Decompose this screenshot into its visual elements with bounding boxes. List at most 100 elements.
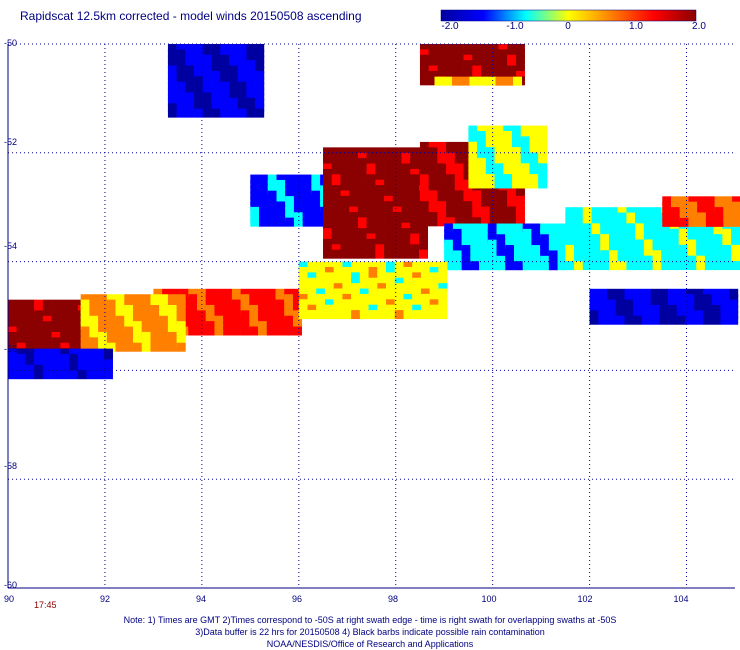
- wind-cell: [446, 185, 456, 195]
- wind-cell: [600, 228, 610, 238]
- wind-cell: [150, 315, 160, 325]
- wind-cell: [375, 158, 385, 168]
- wind-cell: [316, 288, 326, 298]
- wind-cell: [582, 223, 592, 233]
- wind-cell: [538, 174, 548, 184]
- wind-cell: [77, 348, 87, 358]
- wind-cell: [704, 244, 714, 254]
- wind-cell: [211, 87, 221, 97]
- wind-cell: [366, 190, 376, 200]
- wind-cell: [454, 54, 464, 64]
- wind-cell: [229, 70, 239, 80]
- wind-cell: [522, 228, 532, 238]
- wind-cell: [437, 206, 447, 216]
- wind-cell: [418, 233, 428, 243]
- wind-cell: [679, 217, 689, 227]
- wind-cell: [25, 342, 35, 352]
- wind-cell: [167, 342, 177, 352]
- wind-cell: [687, 255, 697, 265]
- wind-cell: [307, 261, 317, 271]
- wind-cell: [25, 305, 35, 315]
- wind-cell: [485, 141, 495, 151]
- wind-cell: [349, 190, 359, 200]
- wind-cell: [392, 217, 402, 227]
- wind-cell: [60, 337, 70, 347]
- wind-cell: [276, 201, 286, 211]
- wind-cell: [323, 163, 333, 173]
- wind-cell: [392, 147, 402, 157]
- wind-cell: [340, 206, 350, 216]
- wind-cell: [307, 310, 317, 320]
- wind-cell: [670, 250, 680, 260]
- wind-cell: [98, 342, 108, 352]
- wind-cell: [176, 305, 186, 315]
- wind-cell: [494, 157, 504, 167]
- wind-cell: [275, 321, 285, 331]
- wind-cell: [115, 326, 125, 336]
- wind-cell: [89, 326, 99, 336]
- wind-cell: [403, 293, 413, 303]
- note-line-1: Note: 1) Times are GMT 2)Times correspon…: [123, 615, 617, 625]
- wind-cell: [485, 136, 495, 146]
- lat-label: -58: [4, 461, 18, 471]
- wind-cell: [538, 136, 548, 146]
- wind-cell: [176, 65, 186, 75]
- wind-cell: [250, 217, 260, 227]
- wind-cell: [298, 310, 308, 320]
- wind-cell: [617, 228, 627, 238]
- wind-cell: [267, 190, 277, 200]
- wind-cell: [141, 310, 151, 320]
- wind-cell: [316, 261, 326, 271]
- wind-cell: [250, 206, 260, 216]
- wind-cell: [340, 249, 350, 259]
- wind-cell: [565, 223, 575, 233]
- wind-cell: [368, 310, 378, 320]
- wind-cell: [452, 228, 462, 238]
- wind-cell: [366, 222, 376, 232]
- wind-cell: [255, 65, 265, 75]
- wind-cell: [202, 44, 212, 53]
- wind-cell: [214, 310, 224, 320]
- wind-cell: [185, 49, 195, 59]
- wind-cell: [481, 44, 491, 53]
- wind-cell: [401, 233, 411, 243]
- wind-cell: [307, 277, 317, 287]
- wind-cell: [324, 272, 334, 282]
- wind-cell: [694, 294, 704, 304]
- wind-cell: [77, 359, 87, 369]
- wind-cell: [481, 195, 491, 205]
- wind-cell: [713, 250, 723, 260]
- wind-cell: [214, 294, 224, 304]
- wind-cell: [489, 195, 499, 205]
- wind-cell: [51, 364, 61, 374]
- wind-cell: [679, 196, 689, 206]
- wind-cell: [214, 315, 224, 325]
- wind-cell: [194, 60, 204, 70]
- wind-cell: [331, 228, 341, 238]
- wind-cell: [437, 60, 447, 70]
- wind-cell: [80, 294, 90, 304]
- wind-cell: [661, 234, 671, 244]
- wind-cell: [384, 158, 394, 168]
- wind-cell: [333, 266, 343, 276]
- wind-cell: [8, 337, 17, 347]
- wind-cell: [25, 326, 35, 336]
- wind-cell: [167, 60, 177, 70]
- wind-cell: [392, 152, 402, 162]
- wind-cell: [60, 331, 70, 341]
- wind-cell: [472, 60, 482, 70]
- wind-cell: [652, 255, 662, 265]
- wind-cell: [377, 277, 387, 287]
- wind-cell: [106, 337, 116, 347]
- wind-cell: [342, 261, 352, 271]
- wind-cell: [42, 331, 52, 341]
- wind-cell: [25, 331, 35, 341]
- wind-cell: [652, 228, 662, 238]
- wind-cell: [582, 244, 592, 254]
- wind-cell: [333, 293, 343, 303]
- wind-cell: [696, 250, 706, 260]
- wind-cell: [428, 190, 438, 200]
- wind-cell: [176, 321, 186, 331]
- wind-cell: [386, 272, 396, 282]
- wind-cell: [342, 283, 352, 293]
